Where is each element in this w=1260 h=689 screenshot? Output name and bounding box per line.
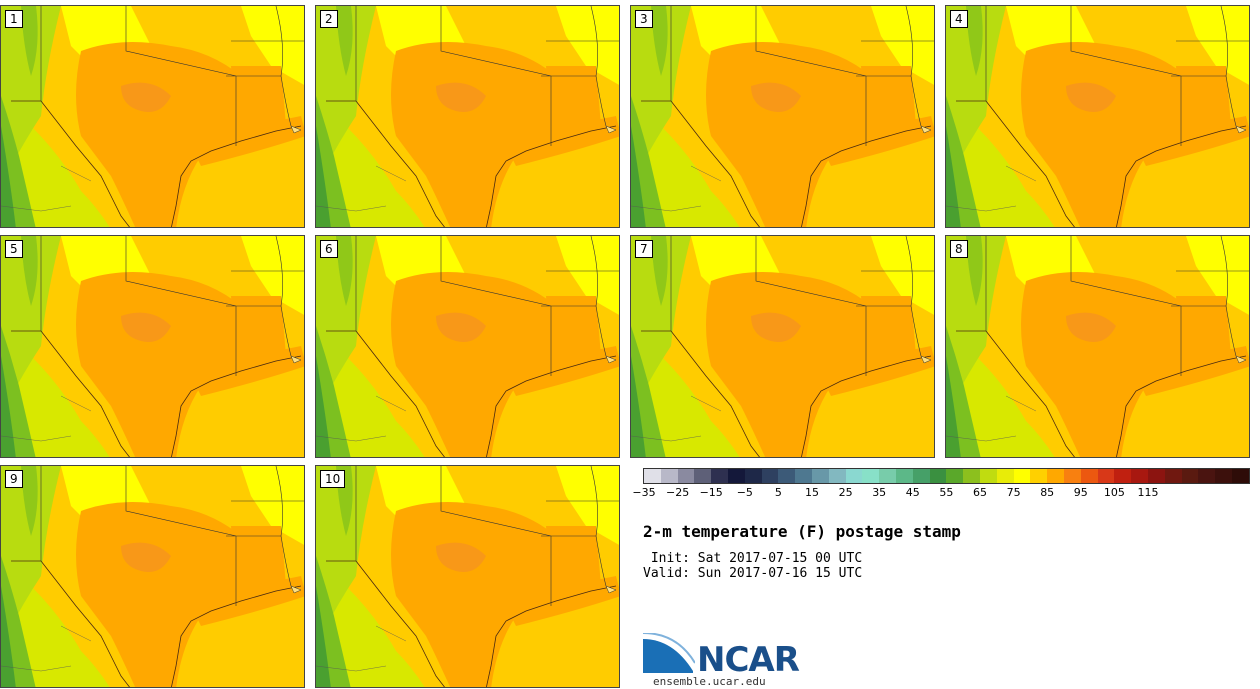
colorbar-swatch <box>979 469 997 483</box>
member-number-label: 7 <box>635 240 653 258</box>
colorbar-swatch <box>963 469 980 483</box>
colorbar-swatch <box>1231 469 1249 483</box>
init-time: Init: Sat 2017-07-15 00 UTC <box>643 551 863 566</box>
colorbar-tick-label: −25 <box>665 486 690 499</box>
temperature-map <box>946 236 1249 457</box>
colorbar-swatch <box>1147 469 1165 483</box>
colorbar-tick-label: 105 <box>1103 486 1125 499</box>
colorbar-tick-label: 85 <box>1040 486 1055 499</box>
colorbar-tick-label: 15 <box>805 486 819 499</box>
member-number-label: 8 <box>950 240 968 258</box>
colorbar-swatch <box>694 469 712 483</box>
colorbar-swatch <box>946 469 964 483</box>
colorbar-swatch <box>1114 469 1132 483</box>
temperature-map <box>631 6 934 227</box>
member-number-label: 2 <box>320 10 338 28</box>
figure-title: 2-m temperature (F) postage stamp <box>643 522 961 541</box>
colorbar-tick-label: 115 <box>1137 486 1159 499</box>
ensemble-member-panel: 2 <box>315 5 620 228</box>
colorbar-tick-labels: −35 −25 −15 −5 5 15 25 35 45 55 65 75 85 95 105 115 <box>632 486 1248 500</box>
ensemble-member-panel: 8 <box>945 235 1250 458</box>
colorbar-tick-label: 5 <box>774 486 782 499</box>
colorbar-swatch <box>1030 469 1048 483</box>
valid-time: Valid: Sun 2017-07-16 15 UTC <box>643 566 863 581</box>
ensemble-member-panel: 5 <box>0 235 305 458</box>
colorbar-swatch <box>1215 469 1232 483</box>
colorbar-swatch <box>1131 469 1148 483</box>
colorbar-swatch <box>778 469 796 483</box>
colorbar-swatch <box>795 469 812 483</box>
colorbar-swatch <box>996 469 1014 483</box>
colorbar-swatch <box>845 469 863 483</box>
ensemble-member-panel: 10 <box>315 465 620 688</box>
member-number-label: 4 <box>950 10 968 28</box>
colorbar-swatch <box>1063 469 1081 483</box>
colorbar-swatch <box>1080 469 1098 483</box>
colorbar-swatch <box>862 469 880 483</box>
ensemble-member-panel: 9 <box>0 465 305 688</box>
colorbar-swatch <box>912 469 930 483</box>
member-number-label: 5 <box>5 240 23 258</box>
colorbar-swatch <box>727 469 745 483</box>
ncar-logo-icon <box>643 633 695 673</box>
ensemble-member-panel: 6 <box>315 235 620 458</box>
temperature-colorbar <box>643 468 1250 484</box>
logo-url: ensemble.ucar.edu <box>653 675 766 688</box>
ensemble-member-panel: 1 <box>0 5 305 228</box>
colorbar-tick-label: 45 <box>905 486 920 499</box>
temperature-map <box>316 236 619 457</box>
colorbar-swatch <box>1013 469 1031 483</box>
colorbar-swatch <box>677 469 695 483</box>
ensemble-member-panel: 4 <box>945 5 1250 228</box>
temperature-map <box>1 236 304 457</box>
colorbar-tick-label: 75 <box>1006 486 1021 499</box>
colorbar-swatch <box>811 469 829 483</box>
member-number-label: 10 <box>320 470 346 488</box>
colorbar-swatch <box>879 469 896 483</box>
ensemble-member-panel: 3 <box>630 5 935 228</box>
colorbar-swatch <box>828 469 846 483</box>
colorbar-swatch <box>660 469 678 483</box>
colorbar-swatch <box>895 469 913 483</box>
colorbar-tick-label: 95 <box>1073 486 1088 499</box>
colorbar-swatch <box>761 469 779 483</box>
temperature-map <box>316 6 619 227</box>
colorbar-swatch <box>744 469 762 483</box>
colorbar-swatch <box>929 469 947 483</box>
colorbar-swatch <box>1047 469 1064 483</box>
member-number-label: 6 <box>320 240 338 258</box>
colorbar-tick-label: 25 <box>838 486 853 499</box>
member-number-label: 9 <box>5 470 23 488</box>
colorbar-swatch <box>1181 469 1199 483</box>
colorbar-tick-label: 65 <box>973 486 987 499</box>
colorbar-swatch <box>1198 469 1216 483</box>
temperature-map <box>1 466 304 687</box>
ensemble-member-panel: 7 <box>630 235 935 458</box>
temperature-map <box>946 6 1249 227</box>
colorbar-tick-label: 35 <box>872 486 887 499</box>
temperature-map <box>316 466 619 687</box>
colorbar-tick-label: −5 <box>736 486 753 499</box>
colorbar-swatch <box>1097 469 1115 483</box>
colorbar-swatch <box>1164 469 1182 483</box>
member-number-label: 1 <box>5 10 23 28</box>
colorbar-tick-label: −15 <box>699 486 723 499</box>
ncar-logo-text: NCAR <box>697 640 800 680</box>
colorbar-tick-label: 55 <box>939 486 954 499</box>
temperature-map <box>1 6 304 227</box>
member-number-label: 3 <box>635 10 653 28</box>
temperature-map <box>631 236 934 457</box>
colorbar-swatch <box>644 469 661 483</box>
colorbar-swatch <box>711 469 728 483</box>
colorbar-tick-label: −35 <box>632 486 656 499</box>
